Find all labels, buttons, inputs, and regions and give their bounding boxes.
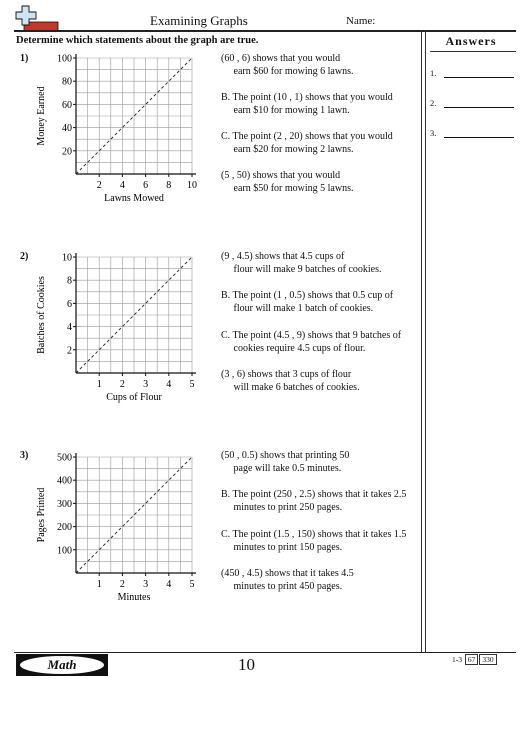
x-tick-label: 1 <box>97 579 102 590</box>
page-number: 10 <box>238 655 255 674</box>
y-tick-label: 80 <box>62 77 72 88</box>
x-tick-label: 2 <box>120 379 125 390</box>
y-tick-label: 8 <box>67 276 72 287</box>
statement-1c: C. The point (2 , 20) shows that you wou… <box>221 131 393 155</box>
problem-number: 3) <box>20 450 29 461</box>
name-label: Name: <box>346 15 376 27</box>
statement-1d: (5 , 50) shows that you would earn $50 f… <box>221 170 354 194</box>
x-tick-label: 2 <box>120 579 125 590</box>
graph-1: 2 4 6 8 10 20 40 60 80 100 Lawns Mowed Money Earned <box>36 54 197 205</box>
y-tick-label: 400 <box>57 476 72 487</box>
logo-icon <box>15 5 59 32</box>
x-tick-label: 8 <box>166 180 171 191</box>
x-tick-label: 3 <box>143 379 148 390</box>
y-tick-label: 20 <box>62 146 72 157</box>
x-tick-label: 1 <box>97 379 102 390</box>
statement-2b: B. The point (1 , 0.5) shows that 0.5 cu… <box>221 290 394 314</box>
y-tick-label: 40 <box>62 123 72 134</box>
y-axis-label: Money Earned <box>36 86 47 145</box>
page-title: Examining Graphs <box>150 13 248 28</box>
score-value: 330 <box>479 654 497 665</box>
y-tick-label: 200 <box>57 522 72 533</box>
y-tick-label: 60 <box>62 100 72 111</box>
y-tick-label: 500 <box>57 453 72 464</box>
y-tick-label: 300 <box>57 499 72 510</box>
y-tick-label: 100 <box>57 54 72 65</box>
footer-divider <box>14 652 516 653</box>
x-tick-label: 4 <box>166 379 171 390</box>
statement-2c: C. The point (4.5 , 9) shows that 9 batc… <box>221 330 402 354</box>
math-badge-label: Math <box>20 656 104 674</box>
problem-number: 1) <box>20 53 29 64</box>
y-tick-label: 6 <box>67 299 72 310</box>
statement-1b: B. The point (10 , 1) shows that you wou… <box>221 92 393 116</box>
answer-number: 1. <box>430 68 437 78</box>
header-divider <box>14 30 516 32</box>
statement-1a: (60 , 6) shows that you would earn $60 f… <box>221 53 354 77</box>
answers-title: Answers <box>445 34 497 48</box>
instructions: Determine which statements about the gra… <box>16 35 259 46</box>
x-axis-label: Cups of Flour <box>106 392 162 403</box>
statement-2d: (3 , 6) shows that 3 cups of flour will … <box>221 369 360 393</box>
statement-3d: (450 , 4.5) shows that it takes 4.5 minu… <box>221 568 354 592</box>
answer-line <box>444 137 514 138</box>
answer-column-divider <box>425 30 426 652</box>
x-axis-label: Minutes <box>118 592 151 603</box>
y-tick-label: 100 <box>57 545 72 556</box>
x-tick-label: 3 <box>143 579 148 590</box>
answer-number: 2. <box>430 98 437 108</box>
x-tick-label: 5 <box>190 379 195 390</box>
answers-underline <box>430 51 516 52</box>
answer-number: 3. <box>430 128 437 138</box>
x-tick-label: 2 <box>97 180 102 191</box>
answer-column-divider <box>421 30 422 652</box>
y-axis-label: Batches of Cookies <box>36 276 47 354</box>
statement-3c: C. The point (1.5 , 150) shows that it t… <box>221 529 407 553</box>
answer-line <box>444 107 514 108</box>
y-tick-label: 4 <box>67 322 72 333</box>
graph-2: 1 2 3 4 5 2 4 6 8 10 Cups of Flour Batches of Cooki… <box>36 253 196 403</box>
graph-3: 1 2 3 4 5 100 200 300 400 500 Minutes Pages Printed <box>36 453 196 603</box>
x-tick-label: 6 <box>143 180 148 191</box>
y-tick-label: 2 <box>67 345 72 356</box>
statement-3a: (50 , 0.5) shows that printing 50 page w… <box>221 450 350 474</box>
statement-3b: B. The point (250 , 2.5) shows that it t… <box>221 489 407 513</box>
answer-field-3[interactable]: 3. <box>430 128 516 142</box>
y-tick-label: 10 <box>62 253 72 264</box>
x-axis-label: Lawns Mowed <box>104 193 164 204</box>
answer-field-1[interactable]: 1. <box>430 68 516 82</box>
x-tick-label: 5 <box>190 579 195 590</box>
answer-field-2[interactable]: 2. <box>430 98 516 112</box>
statement-2a: (9 , 4.5) shows that 4.5 cups of flour w… <box>221 251 382 275</box>
score-range: 1-3 <box>452 655 462 664</box>
x-tick-label: 4 <box>166 579 171 590</box>
x-tick-label: 4 <box>120 180 125 191</box>
problem-number: 2) <box>20 251 29 262</box>
score-box: 1-3 67 330 <box>452 654 497 665</box>
y-axis-label: Pages Printed <box>36 488 47 543</box>
x-tick-label: 10 <box>187 180 197 191</box>
answer-line <box>444 77 514 78</box>
score-value: 67 <box>464 654 479 665</box>
